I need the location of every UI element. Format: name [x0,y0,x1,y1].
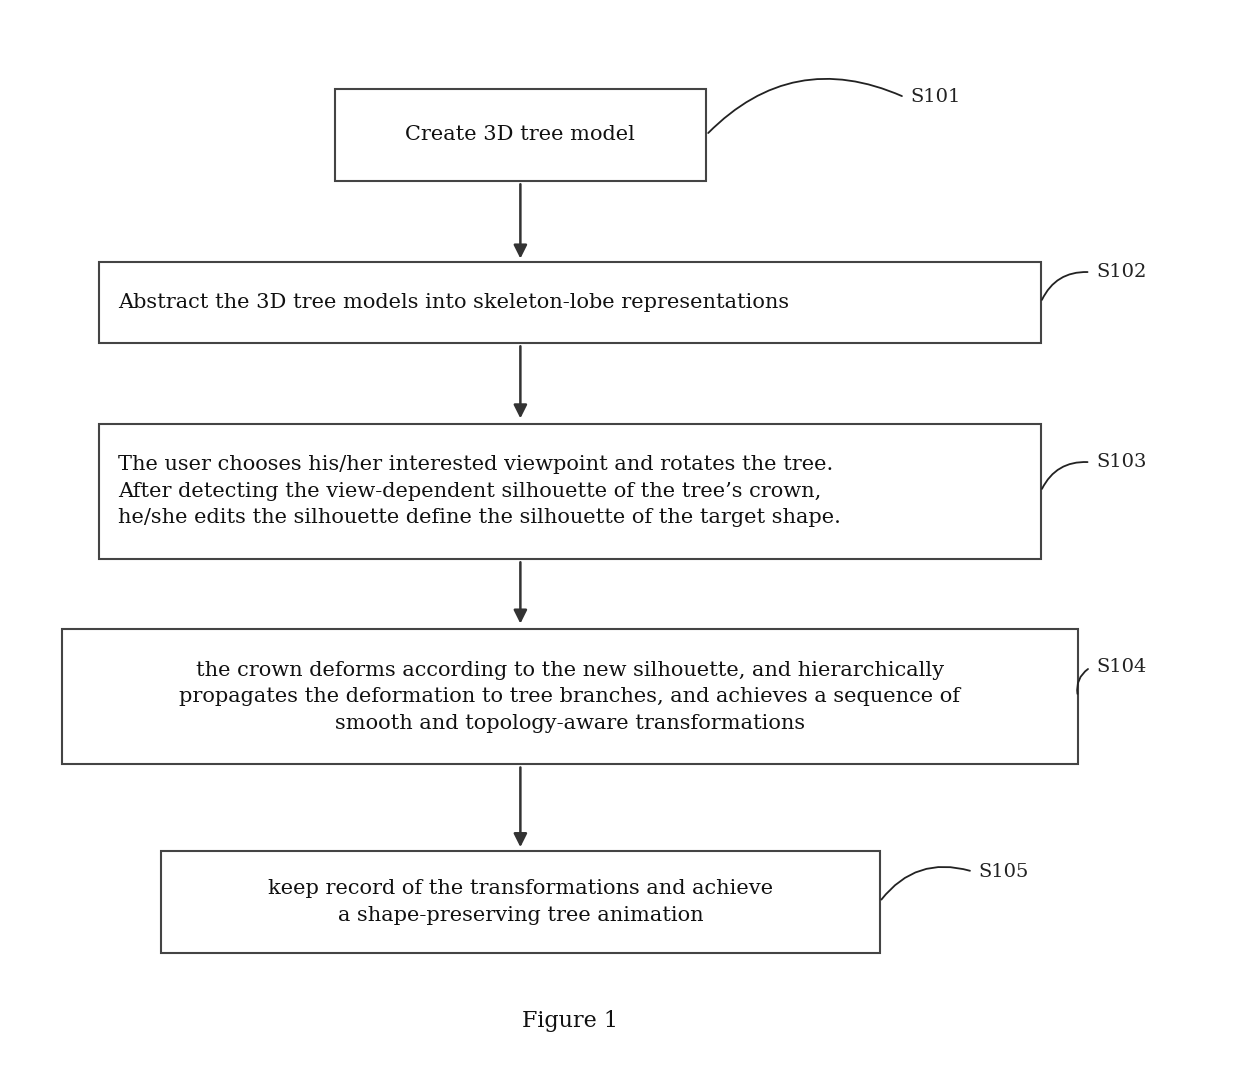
Text: S105: S105 [979,863,1030,880]
FancyBboxPatch shape [62,629,1078,765]
FancyBboxPatch shape [99,262,1041,343]
FancyBboxPatch shape [99,423,1041,559]
Text: S103: S103 [1097,454,1147,471]
Text: Create 3D tree model: Create 3D tree model [405,125,636,145]
FancyBboxPatch shape [161,851,880,953]
Text: the crown deforms according to the new silhouette, and hierarchically
propagates: the crown deforms according to the new s… [180,661,960,732]
FancyBboxPatch shape [335,90,706,180]
Text: Figure 1: Figure 1 [522,1010,618,1031]
Text: S102: S102 [1097,264,1147,281]
Text: keep record of the transformations and achieve
a shape-preserving tree animation: keep record of the transformations and a… [268,879,773,924]
Text: Abstract the 3D tree models into skeleton-lobe representations: Abstract the 3D tree models into skeleto… [118,293,789,312]
Text: The user chooses his/her interested viewpoint and rotates the tree.
After detect: The user chooses his/her interested view… [118,456,840,527]
Text: S101: S101 [911,89,961,106]
Text: S104: S104 [1097,659,1147,676]
